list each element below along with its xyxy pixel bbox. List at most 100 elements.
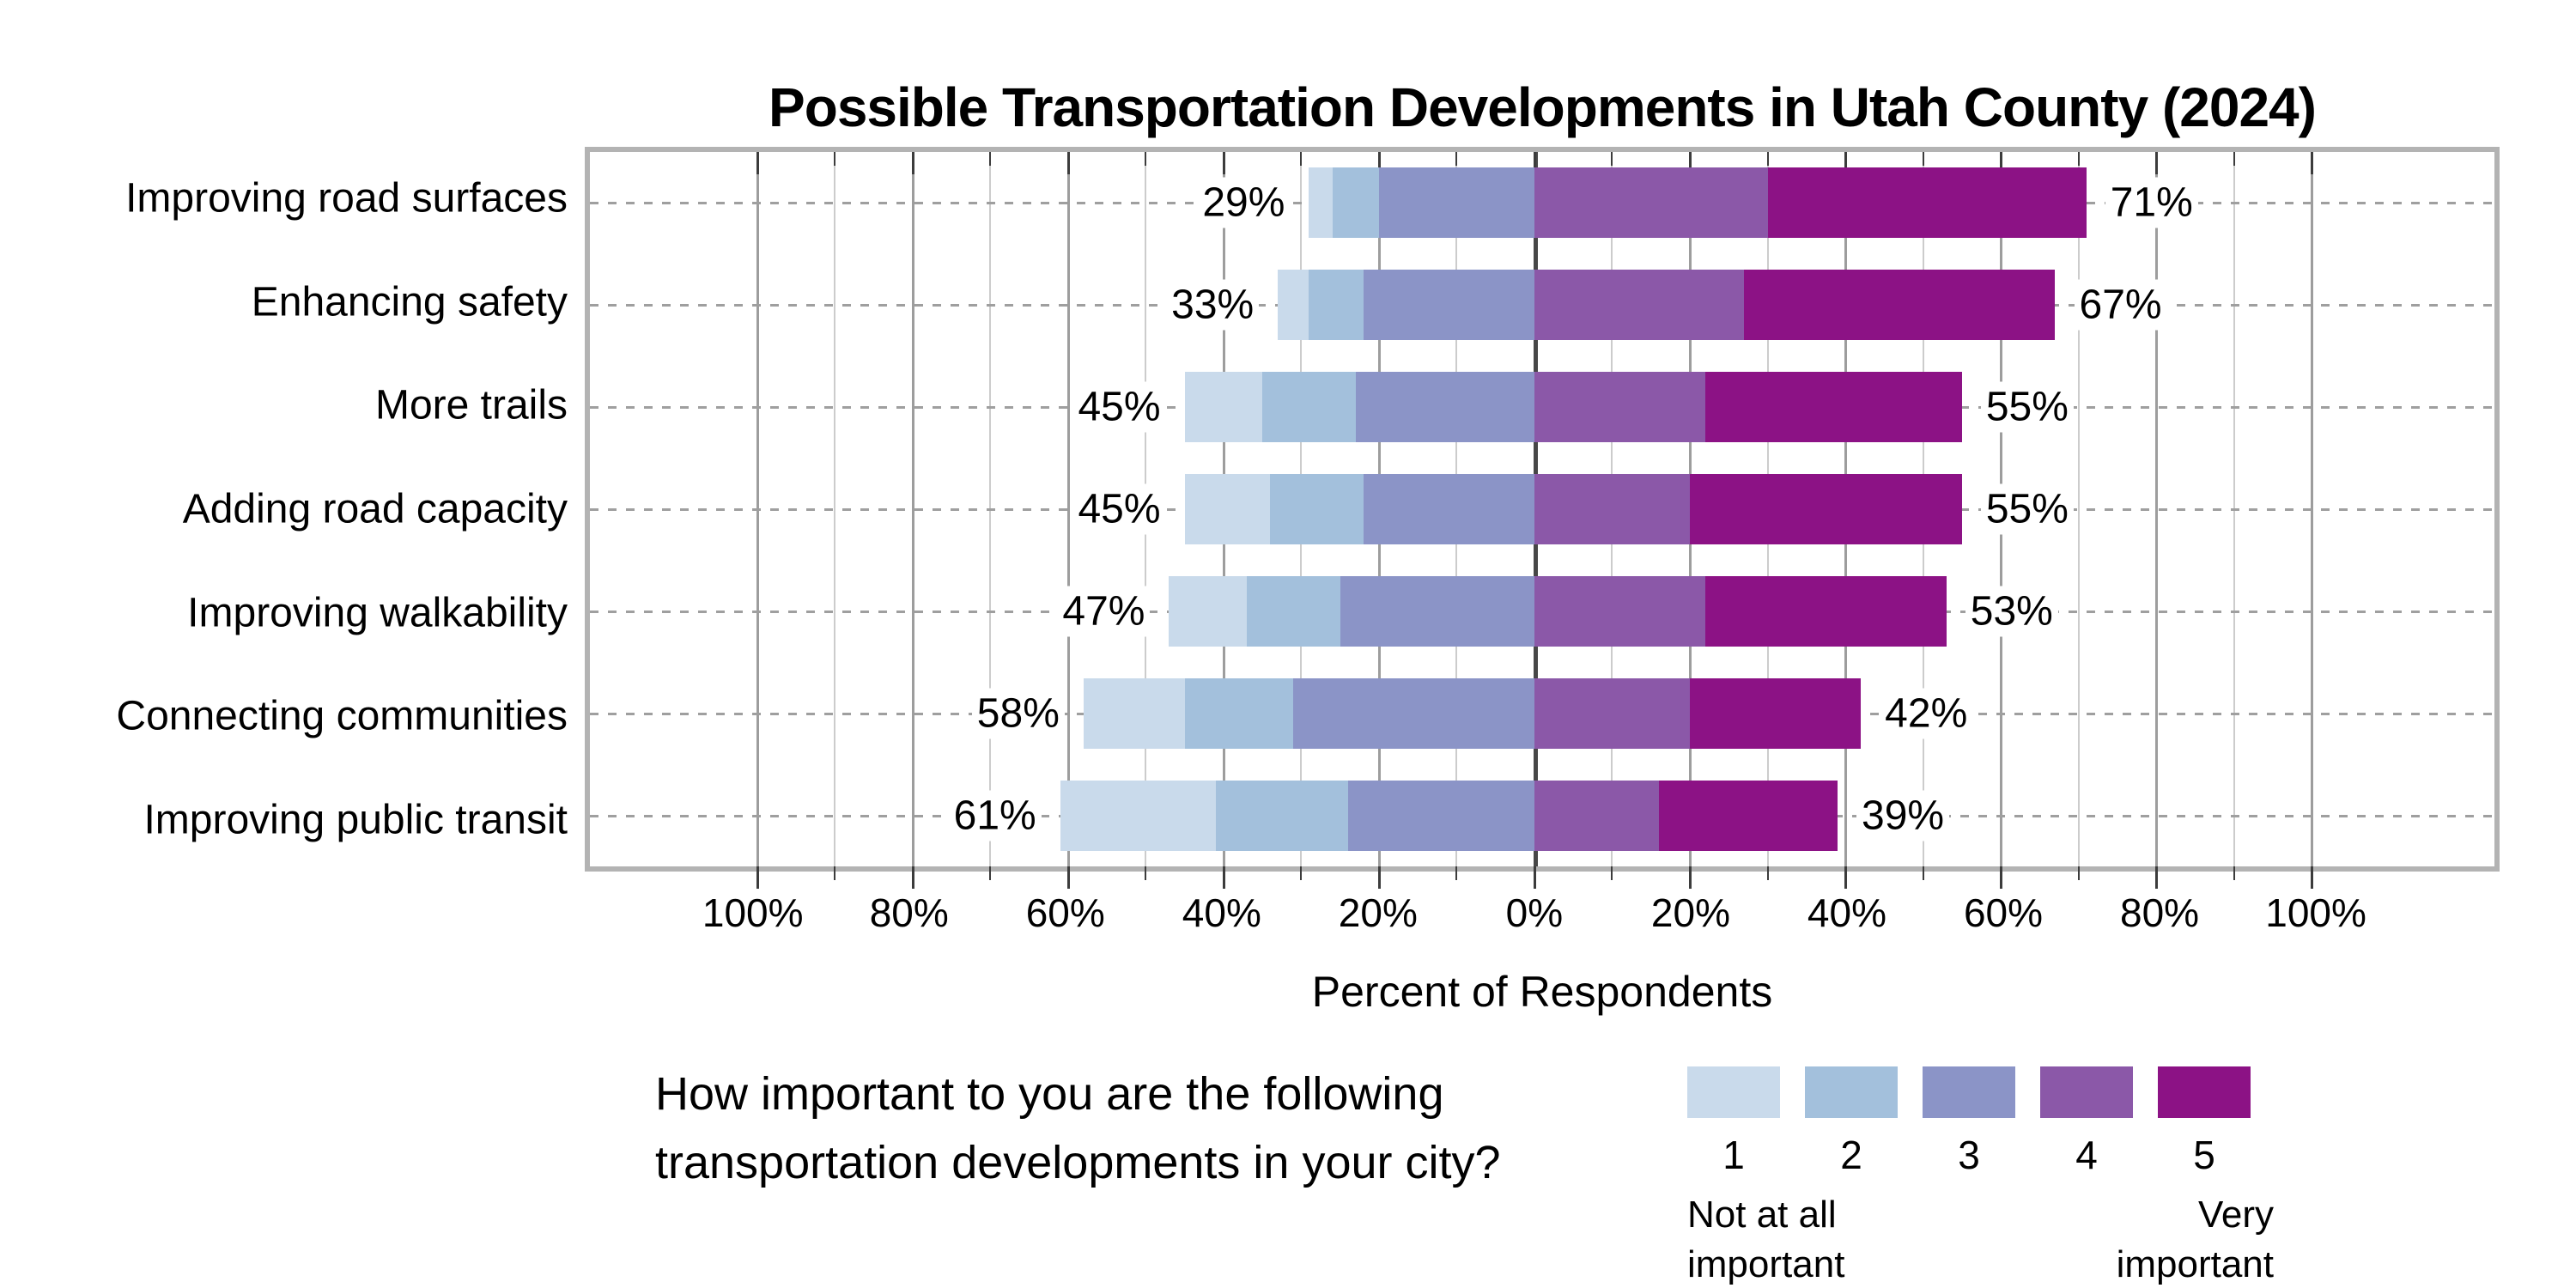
right-total-label: 55% xyxy=(1980,381,2074,433)
axis-tick xyxy=(2155,866,2159,889)
x-tick-label: 40% xyxy=(1182,890,1261,935)
axis-tick xyxy=(2233,152,2235,166)
bar-row xyxy=(1309,167,2087,239)
axis-tick xyxy=(1922,866,1924,880)
axis-tick xyxy=(911,866,914,889)
axis-tick xyxy=(911,152,914,174)
left-total-label: 29% xyxy=(1197,177,1291,228)
category-label: More trails xyxy=(374,382,568,428)
legend-swatch-2 xyxy=(1805,1066,1898,1118)
axis-tick xyxy=(1766,866,1769,880)
legend: 1 2 3 4 5 xyxy=(1687,1066,2254,1178)
axis-tick xyxy=(1066,866,1070,889)
bar-segment-rating-3 xyxy=(1347,780,1534,851)
axis-tick xyxy=(1689,866,1692,889)
axis-tick xyxy=(756,866,759,889)
bar-segment-rating-2 xyxy=(1262,372,1356,443)
legend-number-4: 4 xyxy=(2075,1133,2098,1177)
legend-swatches xyxy=(1687,1066,2254,1118)
bar-segment-rating-4 xyxy=(1534,372,1706,443)
x-tick-label: 20% xyxy=(1338,890,1418,935)
axis-tick xyxy=(1611,152,1613,166)
axis-tick xyxy=(989,866,992,880)
right-total-label: 39% xyxy=(1856,790,1950,841)
bar-row xyxy=(1060,780,1838,851)
axis-tick xyxy=(2077,866,2080,880)
x-tick-label: 80% xyxy=(2120,890,2200,935)
bar-segment-rating-4 xyxy=(1534,677,1690,749)
axis-tick xyxy=(834,866,836,880)
bar-segment-rating-1 xyxy=(1278,270,1309,341)
x-axis-title: Percent of Respondents xyxy=(1311,968,1773,1016)
bar-segment-rating-3 xyxy=(1378,167,1534,239)
bar-segment-rating-4 xyxy=(1534,780,1659,851)
left-total-label: 58% xyxy=(971,688,1065,739)
axis-tick xyxy=(989,152,992,166)
category-label: Adding road capacity xyxy=(182,486,568,532)
bar-segment-rating-1 xyxy=(1184,474,1271,544)
right-total-label: 71% xyxy=(2105,177,2198,228)
x-tick-label: 60% xyxy=(1963,890,2044,935)
x-tick-label: 0% xyxy=(1505,890,1564,935)
right-total-label: 55% xyxy=(1980,483,2074,535)
bar-segment-rating-1 xyxy=(1309,167,1333,239)
axis-tick xyxy=(1922,152,1924,166)
bar-segment-rating-5 xyxy=(1705,575,1947,647)
bar-row xyxy=(1184,372,1962,443)
category-label: Improving walkability xyxy=(187,590,568,636)
axis-tick xyxy=(834,152,836,166)
bar-segment-rating-2 xyxy=(1184,677,1294,749)
axis-tick xyxy=(1066,152,1070,174)
x-tick-label: 40% xyxy=(1807,890,1887,935)
bar-segment-rating-4 xyxy=(1534,575,1706,647)
plot-area: 29% 71% 33% 67% 45% 55% 45% 55% 47% 53% 58% 42% 61% 3… xyxy=(585,147,2500,889)
axis-tick xyxy=(2077,152,2080,166)
category-label: Improving public transit xyxy=(143,797,568,843)
axis-tick xyxy=(2233,866,2235,880)
bar-segment-rating-5 xyxy=(1767,167,2087,239)
axis-tick xyxy=(1689,152,1692,174)
bar-row xyxy=(1169,575,1947,647)
left-total-label: 45% xyxy=(1072,483,1166,535)
chart-title: Possible Transportation Developments in … xyxy=(769,76,2317,138)
axis-tick xyxy=(1844,152,1848,174)
right-total-label: 53% xyxy=(1965,586,2058,637)
bar-segment-rating-2 xyxy=(1332,167,1379,239)
bar-segment-rating-4 xyxy=(1534,474,1690,544)
axis-tick xyxy=(1222,152,1225,174)
legend-caption-not-important: Not at all important xyxy=(1687,1194,1845,1285)
bar-segment-rating-5 xyxy=(1705,372,1962,443)
legend-swatch-5 xyxy=(2158,1066,2251,1118)
legend-numbers: 1 2 3 4 5 xyxy=(1687,1132,2254,1178)
x-tick-labels: 100% 80% 60% 40% 20% 0% 20% 40% 60% 80% 100% xyxy=(585,890,2500,941)
bar-segment-rating-2 xyxy=(1270,474,1364,544)
bar-segment-rating-3 xyxy=(1363,270,1534,341)
legend-swatch-1 xyxy=(1687,1066,1780,1118)
survey-question-caption: How important to you are the following t… xyxy=(655,1068,1501,1188)
bar-segment-rating-1 xyxy=(1083,677,1185,749)
right-total-label: 67% xyxy=(2074,279,2167,331)
x-tick-label: 100% xyxy=(702,890,804,935)
legend-number-5: 5 xyxy=(2193,1133,2215,1177)
right-total-label: 42% xyxy=(1880,688,1973,739)
axis-tick xyxy=(1533,866,1536,889)
bar-segment-rating-5 xyxy=(1744,270,2056,341)
axis-tick xyxy=(1377,152,1381,174)
left-total-label: 33% xyxy=(1166,279,1260,331)
left-total-label: 45% xyxy=(1072,381,1166,433)
x-tick-label: 60% xyxy=(1025,890,1105,935)
bar-segment-rating-3 xyxy=(1355,372,1534,443)
x-tick-label: 100% xyxy=(2265,890,2366,935)
axis-tick xyxy=(1300,866,1303,880)
bar-segment-rating-4 xyxy=(1534,167,1768,239)
legend-swatch-3 xyxy=(1923,1066,2015,1118)
bar-segment-rating-1 xyxy=(1169,575,1247,647)
left-total-label: 61% xyxy=(948,790,1042,841)
axis-tick xyxy=(2311,866,2314,889)
bar-segment-rating-1 xyxy=(1184,372,1263,443)
category-axis: Improving road surfaces Enhancing safety M… xyxy=(0,147,568,872)
bar-segment-rating-3 xyxy=(1293,677,1534,749)
category-label: Connecting communities xyxy=(116,693,568,739)
axis-tick xyxy=(2000,152,2003,174)
